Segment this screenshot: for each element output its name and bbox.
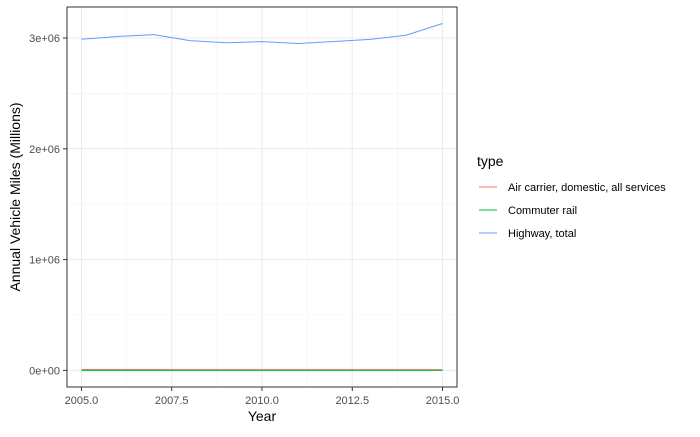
y-tick-label: 1e+06 (29, 255, 60, 267)
x-tick-label: 2005.0 (65, 395, 99, 407)
grid-layer (67, 7, 457, 387)
y-tick-label: 2e+06 (29, 144, 60, 156)
legend-label: Highway, total (508, 228, 576, 240)
y-axis: 0e+00 1e+06 2e+06 3e+06 (29, 33, 67, 377)
legend-label: Commuter rail (508, 205, 577, 217)
x-tick-label: 2010.0 (245, 395, 279, 407)
legend-title: type (477, 153, 504, 169)
y-tick-label: 0e+00 (29, 365, 60, 377)
y-tick-label: 3e+06 (29, 33, 60, 45)
legend-label: Air carrier, domestic, all services (508, 182, 666, 194)
x-tick-label: 2012.5 (335, 395, 369, 407)
x-axis: 2005.0 2007.5 2010.0 2012.5 2015.0 (65, 387, 460, 407)
x-tick-label: 2007.5 (155, 395, 189, 407)
legend: type Air carrier, domestic, all services… (477, 153, 666, 242)
y-axis-label: Annual Vehicle Miles (Millions) (7, 102, 23, 291)
legend-items: Air carrier, domestic, all services Commu… (477, 178, 666, 242)
x-tick-label: 2015.0 (426, 395, 460, 407)
x-axis-label: Year (248, 408, 277, 424)
